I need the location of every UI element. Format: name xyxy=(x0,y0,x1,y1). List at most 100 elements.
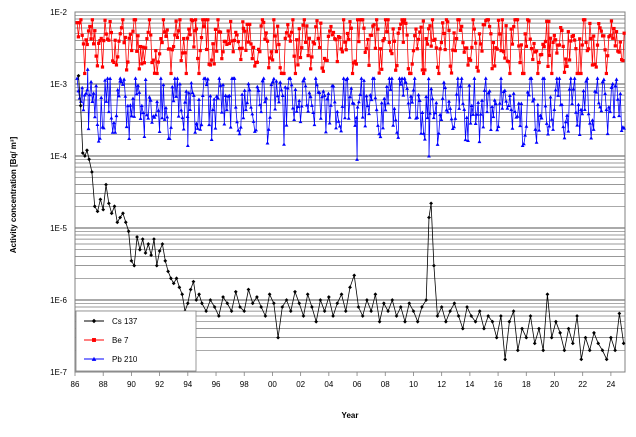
x-tick-label: 00 xyxy=(268,380,277,389)
data-point xyxy=(435,65,440,69)
data-point xyxy=(147,18,152,22)
data-point xyxy=(276,24,280,28)
data-point xyxy=(307,36,311,40)
data-point xyxy=(204,309,209,314)
data-point xyxy=(477,309,482,314)
data-point xyxy=(544,121,549,125)
data-point xyxy=(440,96,445,100)
data-point xyxy=(594,90,599,94)
data-point xyxy=(289,82,294,87)
data-point xyxy=(562,70,567,74)
data-point xyxy=(146,30,150,34)
data-point xyxy=(356,99,361,104)
data-point xyxy=(169,71,173,76)
data-point xyxy=(586,111,591,116)
data-point xyxy=(92,204,97,209)
data-point xyxy=(280,93,285,98)
data-point xyxy=(434,46,438,50)
data-point xyxy=(361,18,365,22)
data-point xyxy=(327,121,332,125)
data-point xyxy=(406,101,411,105)
data-point xyxy=(410,62,414,66)
data-point xyxy=(587,348,592,353)
data-point xyxy=(610,81,615,86)
data-point xyxy=(609,85,614,89)
data-point xyxy=(224,107,229,112)
data-point xyxy=(398,305,403,309)
data-point xyxy=(87,157,92,162)
data-point xyxy=(94,83,99,88)
data-point xyxy=(443,47,447,52)
data-point xyxy=(467,83,472,87)
data-point xyxy=(195,126,200,130)
data-point xyxy=(221,295,225,299)
data-point xyxy=(164,34,168,38)
data-point xyxy=(438,47,442,51)
x-tick-label: 18 xyxy=(522,380,531,389)
data-point xyxy=(140,62,144,66)
data-point xyxy=(267,292,272,297)
data-point xyxy=(300,46,304,50)
data-point xyxy=(334,38,338,42)
data-point xyxy=(571,87,576,91)
y-tick-label: 1E-3 xyxy=(50,80,67,89)
data-point xyxy=(387,76,392,80)
data-point xyxy=(120,82,125,86)
data-point xyxy=(303,40,308,44)
data-point xyxy=(204,82,209,87)
data-point xyxy=(604,107,609,112)
data-point xyxy=(473,121,478,125)
data-point xyxy=(330,33,334,37)
data-point xyxy=(292,117,297,121)
data-point xyxy=(78,21,82,25)
data-point xyxy=(417,98,422,102)
data-point xyxy=(185,114,190,118)
data-point xyxy=(428,111,432,115)
data-point xyxy=(109,30,113,35)
data-point xyxy=(137,67,141,71)
data-point xyxy=(537,60,541,65)
data-point xyxy=(225,42,229,47)
data-point xyxy=(296,104,300,109)
data-point xyxy=(618,91,623,96)
data-point xyxy=(197,97,201,101)
data-point xyxy=(288,39,292,43)
data-point xyxy=(567,58,572,62)
data-point xyxy=(455,36,459,41)
data-point xyxy=(577,132,582,136)
data-point xyxy=(174,276,179,281)
series-be-7 xyxy=(75,18,626,76)
data-point xyxy=(96,139,101,143)
data-point xyxy=(318,116,323,120)
data-point xyxy=(193,130,198,134)
data-point xyxy=(395,64,399,68)
data-point xyxy=(264,31,268,35)
data-point xyxy=(78,103,83,108)
data-point xyxy=(136,34,140,38)
data-point xyxy=(98,197,103,202)
data-point xyxy=(533,127,538,131)
data-point xyxy=(566,129,571,133)
data-point xyxy=(596,100,601,105)
data-point xyxy=(113,38,117,42)
data-point xyxy=(482,326,486,331)
data-point xyxy=(562,348,567,353)
data-point xyxy=(576,71,581,76)
data-point xyxy=(118,76,123,80)
data-point xyxy=(541,348,546,353)
data-point xyxy=(500,106,505,110)
data-point xyxy=(216,96,220,100)
data-point xyxy=(251,119,256,123)
data-point xyxy=(148,98,153,102)
data-point xyxy=(528,37,532,41)
data-point xyxy=(145,112,149,117)
data-point xyxy=(389,49,393,53)
data-point xyxy=(180,292,185,297)
data-point xyxy=(608,109,613,114)
data-point xyxy=(482,23,487,27)
data-point xyxy=(320,94,324,99)
data-point xyxy=(606,54,610,58)
data-point xyxy=(613,348,618,353)
data-point xyxy=(382,96,387,100)
data-point xyxy=(556,93,561,97)
